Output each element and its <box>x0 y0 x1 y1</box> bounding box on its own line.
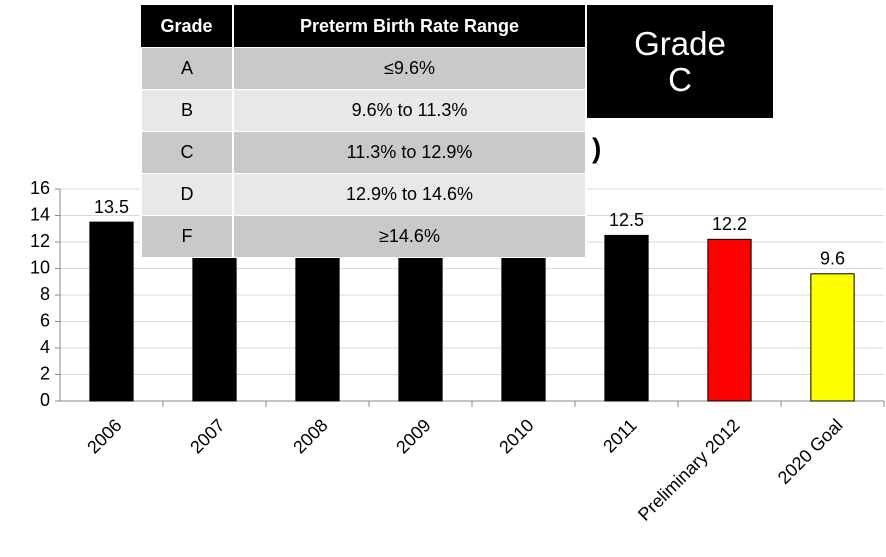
grade-box: Grade C <box>587 5 773 118</box>
table-cell: 9.6% to 11.3% <box>232 89 587 132</box>
grade-label: Grade <box>634 24 726 62</box>
grade-value: C <box>668 60 692 98</box>
table-cell: A <box>140 47 234 90</box>
data-label: 12.5 <box>609 210 644 230</box>
bar <box>810 273 855 402</box>
table-header: Grade Preterm Birth Rate Range <box>141 5 587 48</box>
table-cell: 12.9% to 14.6% <box>232 173 587 216</box>
bar <box>89 221 134 402</box>
table-header-cell: Grade <box>141 5 234 48</box>
table-cell: ≤9.6% <box>232 47 587 90</box>
table-cell: 11.3% to 12.9% <box>232 131 587 174</box>
x-tick-label: 2006 <box>83 415 125 457</box>
bar <box>398 230 443 402</box>
y-tick-label: 14 <box>30 204 50 224</box>
y-tick-label: 2 <box>40 363 50 383</box>
y-tick-label: 0 <box>40 390 50 410</box>
bar <box>707 238 752 402</box>
data-label: 13.5 <box>94 197 129 217</box>
grade-table: Grade Preterm Birth Rate Range A ≤9.6% B 9.6… <box>140 5 587 258</box>
y-tick-label: 12 <box>30 231 50 251</box>
table-body: A ≤9.6% B 9.6% to 11.3% C 11.3% to 12.9% D 12.9… <box>140 47 587 258</box>
y-tick-label: 6 <box>40 310 50 330</box>
table-row: A ≤9.6% <box>140 47 587 90</box>
table-cell: F <box>140 215 234 258</box>
table-cell: C <box>140 131 234 174</box>
table-cell: D <box>140 173 234 216</box>
data-label: 12.2 <box>712 214 747 234</box>
x-tick-label: Preliminary 2012 <box>634 415 744 525</box>
x-tick-label: 2020 Goal <box>774 415 847 488</box>
bar <box>501 233 546 402</box>
table-header-cell: Preterm Birth Rate Range <box>233 5 587 48</box>
table-row: B 9.6% to 11.3% <box>140 89 587 132</box>
table-row: D 12.9% to 14.6% <box>140 173 587 216</box>
data-label: 9.6 <box>820 249 845 269</box>
bar <box>604 234 649 402</box>
table-row: C 11.3% to 12.9% <box>140 131 587 174</box>
x-tick-label: 2011 <box>599 415 641 457</box>
y-tick-label: 8 <box>40 284 50 304</box>
x-tick-label: 2007 <box>186 415 228 457</box>
y-tick-label: 10 <box>30 257 50 277</box>
y-tick-label: 16 <box>30 178 50 198</box>
table-cell: B <box>140 89 234 132</box>
x-tick-label: 2008 <box>289 415 331 457</box>
table-row: F ≥14.6% <box>140 215 587 258</box>
y-tick-label: 4 <box>40 337 50 357</box>
x-tick-label: 2009 <box>392 415 434 457</box>
x-tick-label: 2010 <box>495 415 537 457</box>
chart-title: ) <box>592 132 601 163</box>
table-cell: ≥14.6% <box>232 215 587 258</box>
